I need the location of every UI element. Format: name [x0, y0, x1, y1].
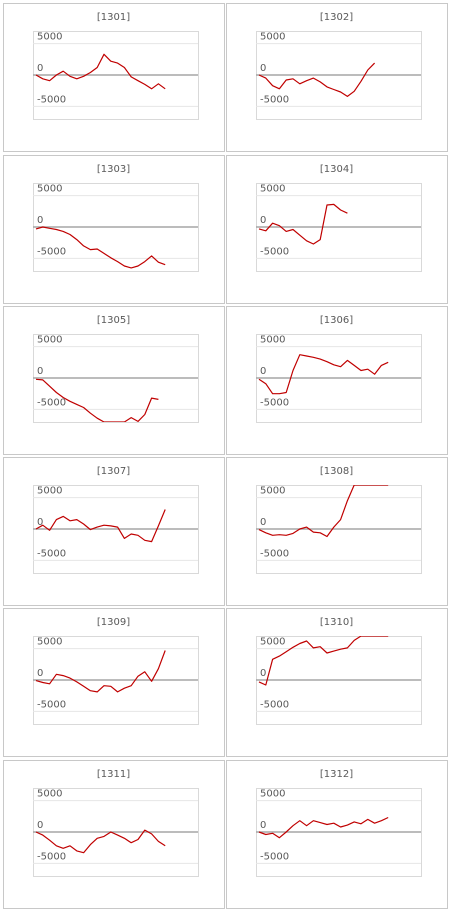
y-tick-label: 5000	[260, 637, 285, 648]
y-tick-label: 5000	[260, 789, 285, 800]
data-line	[258, 816, 389, 839]
y-tick-label: -5000	[260, 397, 289, 408]
y-tick-label: -5000	[37, 548, 66, 559]
data-line	[35, 509, 166, 543]
data-line	[35, 53, 166, 90]
panel-border	[226, 608, 448, 757]
y-tick-label: 0	[37, 668, 43, 679]
chart-panel: [1303] -5000 0 5000	[3, 155, 225, 304]
chart-title: [1308]	[320, 466, 353, 477]
chart-title: [1311]	[97, 769, 130, 780]
y-tick-label: -5000	[260, 548, 289, 559]
y-tick-label: 0	[260, 215, 266, 226]
panel-border	[226, 3, 448, 152]
y-tick-label: 5000	[260, 486, 285, 497]
chart-title: [1301]	[97, 12, 130, 23]
y-tick-label: 5000	[260, 184, 285, 195]
data-line	[258, 203, 348, 245]
chart-panel: [1309] -5000 0 5000	[3, 608, 225, 757]
y-tick-label: -5000	[260, 246, 289, 257]
chart-panel: [1308] -5000 0 5000	[226, 457, 448, 606]
chart-title: [1307]	[97, 466, 130, 477]
y-tick-label: -5000	[260, 851, 289, 862]
y-tick-label: -5000	[37, 397, 66, 408]
y-tick-label: 0	[260, 517, 266, 528]
y-tick-label: 0	[260, 63, 266, 74]
y-tick-label: 0	[260, 820, 266, 831]
y-tick-label: 0	[260, 366, 266, 377]
chart-panel: [1302] -5000 0 5000	[226, 3, 448, 152]
panel-border	[226, 760, 448, 909]
y-tick-label: 0	[37, 517, 43, 528]
chart-title: [1312]	[320, 769, 353, 780]
y-tick-label: 5000	[37, 32, 62, 43]
data-line	[35, 829, 166, 854]
panel-border	[226, 306, 448, 455]
data-line	[258, 485, 389, 538]
chart-title: [1306]	[320, 315, 353, 326]
panel-border	[3, 608, 225, 757]
data-line	[258, 636, 389, 686]
y-tick-label: 0	[37, 366, 43, 377]
chart-panel: [1311] -5000 0 5000	[3, 760, 225, 909]
panel-border	[3, 155, 225, 304]
data-line	[258, 354, 389, 395]
chart-panel: [1304] -5000 0 5000	[226, 155, 448, 304]
y-tick-label: -5000	[37, 94, 66, 105]
data-line	[35, 378, 159, 422]
chart-panel: [1307] -5000 0 5000	[3, 457, 225, 606]
y-tick-label: 5000	[37, 789, 62, 800]
y-tick-label: -5000	[37, 246, 66, 257]
chart-title: [1309]	[97, 617, 130, 628]
panel-border	[3, 3, 225, 152]
panel-border	[3, 760, 225, 909]
y-tick-label: 0	[37, 820, 43, 831]
y-tick-label: -5000	[260, 94, 289, 105]
chart-panel: [1312] -5000 0 5000	[226, 760, 448, 909]
panel-border	[3, 306, 225, 455]
y-tick-label: -5000	[37, 851, 66, 862]
data-line	[35, 226, 166, 269]
y-tick-label: 0	[37, 63, 43, 74]
chart-panel: [1306] -5000 0 5000	[226, 306, 448, 455]
chart-panel: [1310] -5000 0 5000	[226, 608, 448, 757]
y-tick-label: 5000	[37, 184, 62, 195]
y-tick-label: 5000	[37, 486, 62, 497]
y-tick-label: -5000	[260, 699, 289, 710]
chart-title: [1302]	[320, 12, 353, 23]
y-tick-label: 5000	[37, 637, 62, 648]
chart-title: [1304]	[320, 164, 353, 175]
y-tick-label: 0	[260, 668, 266, 679]
chart-panel: [1305] -5000 0 5000	[3, 306, 225, 455]
chart-panel: [1301] -5000 0 5000	[3, 3, 225, 152]
y-tick-label: -5000	[37, 699, 66, 710]
y-tick-label: 5000	[37, 335, 62, 346]
panel-border	[3, 457, 225, 606]
chart-title: [1303]	[97, 164, 130, 175]
chart-title: [1305]	[97, 315, 130, 326]
data-line	[35, 650, 166, 693]
y-tick-label: 5000	[260, 335, 285, 346]
chart-title: [1310]	[320, 617, 353, 628]
data-line	[258, 62, 376, 97]
y-tick-label: 0	[37, 215, 43, 226]
panel-border	[226, 457, 448, 606]
y-tick-label: 5000	[260, 32, 285, 43]
